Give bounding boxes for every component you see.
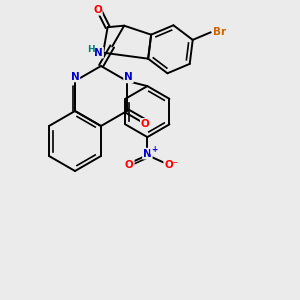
Text: H: H	[87, 45, 94, 54]
Text: Br: Br	[213, 27, 226, 37]
Text: O: O	[141, 119, 149, 129]
Text: O: O	[93, 5, 102, 15]
Text: N: N	[143, 148, 152, 159]
Text: N: N	[70, 71, 80, 82]
Text: O: O	[125, 160, 134, 170]
Text: N: N	[94, 48, 103, 58]
Text: N: N	[124, 72, 133, 82]
Text: +: +	[151, 145, 157, 154]
Text: O⁻: O⁻	[164, 160, 178, 170]
